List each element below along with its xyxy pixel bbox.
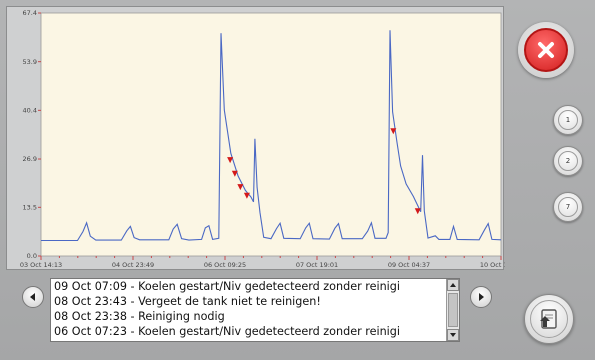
series-line — [41, 30, 502, 242]
y-tick-label: 0.0 — [27, 252, 37, 260]
option-button-2-label: 2 — [565, 157, 571, 165]
option-button-3[interactable]: 7 — [553, 192, 583, 222]
x-tick-label: 03 Oct 14:13 — [20, 261, 62, 269]
event-marker — [231, 170, 238, 177]
event-marker — [390, 128, 397, 135]
log-entry-3[interactable]: 08 Oct 23:38 - Reiniging nodig — [54, 310, 225, 323]
y-tick-label: 53.9 — [23, 58, 37, 66]
scroll-down-icon[interactable] — [447, 329, 459, 341]
next-button[interactable] — [470, 286, 492, 308]
plot-area — [40, 12, 502, 257]
event-markers — [227, 128, 421, 215]
log-entry-1[interactable]: 09 Oct 07:09 - Koelen gestart/Niv gedete… — [54, 280, 400, 293]
event-marker — [243, 192, 250, 199]
option-button-3-label: 7 — [565, 203, 571, 211]
option-button-2[interactable]: 2 — [553, 146, 583, 176]
log-scrollbar[interactable] — [446, 279, 459, 341]
chart-panel: 67.4 53.9 40.4 26.9 13.5 0.0 03 Oct 14:13 04 O… — [6, 6, 505, 270]
close-x-icon — [524, 28, 568, 72]
event-marker — [227, 157, 234, 164]
y-tick-label: 26.9 — [23, 155, 37, 163]
option-button-1-label: 1 — [565, 116, 571, 124]
scroll-up-icon[interactable] — [447, 279, 459, 291]
arrow-right-icon — [479, 293, 484, 301]
previous-button[interactable] — [22, 286, 44, 308]
log-entry-4[interactable]: 06 Oct 07:23 - Koelen gestart/Niv gedete… — [54, 325, 400, 338]
event-log-list[interactable]: 09 Oct 07:09 - Koelen gestart/Niv gedete… — [50, 278, 460, 342]
x-tick-label: 06 Oct 09:25 — [204, 261, 246, 269]
event-marker — [237, 184, 244, 191]
log-entry-2[interactable]: 08 Oct 23:43 - Vergeet de tank niet te r… — [54, 295, 321, 308]
arrow-left-icon — [30, 293, 35, 301]
y-tick-label: 40.4 — [23, 107, 37, 115]
x-axis: 03 Oct 14:13 04 Oct 23:49 06 Oct 09:25 07 O… — [20, 256, 505, 269]
x-tick-label: 04 Oct 23:49 — [112, 261, 154, 269]
y-tick-label: 13.5 — [23, 204, 37, 212]
option-button-1[interactable]: 1 — [553, 105, 583, 135]
export-button[interactable] — [524, 294, 574, 344]
y-tick-label: 67.4 — [23, 9, 37, 17]
level-chart: 67.4 53.9 40.4 26.9 13.5 0.0 03 Oct 14:13 04 O… — [20, 9, 505, 269]
x-tick-label: 07 Oct 19:01 — [296, 261, 338, 269]
export-icon — [540, 309, 557, 329]
close-button[interactable] — [518, 22, 574, 78]
scroll-thumb[interactable] — [448, 293, 458, 327]
y-axis: 67.4 53.9 40.4 26.9 13.5 0.0 — [23, 9, 41, 260]
event-marker — [414, 208, 421, 215]
x-tick-label: 10 Oct 14:13 — [480, 261, 505, 269]
x-tick-label: 09 Oct 04:37 — [388, 261, 430, 269]
